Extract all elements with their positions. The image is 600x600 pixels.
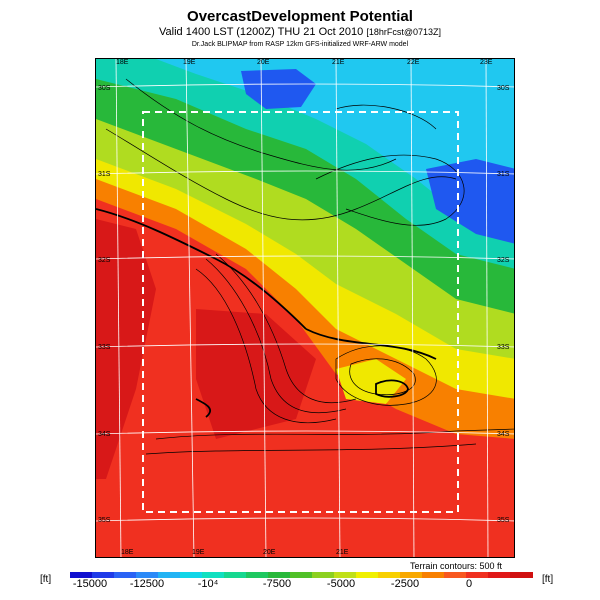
color-scale-swatch (246, 572, 269, 578)
legend-tick-label: -10⁴ (197, 578, 219, 590)
legend-tick-label: -15000 (72, 578, 108, 590)
legend-tick-label: -12500 (129, 578, 165, 590)
lon-top-label: 19E (183, 59, 196, 66)
lon-top-label: 22E (407, 59, 420, 66)
lon-bottom-label: 21E (336, 549, 349, 556)
parallel (96, 430, 514, 435)
bold-contour (195, 398, 211, 418)
color-scale-bar (70, 572, 533, 578)
inner-domain-box (142, 111, 459, 513)
contour-line (125, 78, 397, 171)
color-scale-swatch (180, 572, 203, 578)
lat-left-label: 32S (98, 257, 111, 264)
lon-bottom-label: 19E (192, 549, 205, 556)
meridian (335, 59, 341, 557)
color-scale-swatch (488, 572, 511, 578)
page-title: OvercastDevelopment Potential (187, 8, 413, 25)
lat-right-label: 34S (497, 431, 510, 438)
meridian (185, 59, 195, 557)
lat-right-label: 31S (497, 171, 510, 178)
lat-right-label: 32S (497, 257, 510, 264)
deep-red-central (196, 309, 316, 439)
terrain-contour-note: Terrain contours: 500 ft (409, 561, 502, 571)
lon-bottom-label: 20E (263, 549, 276, 556)
color-scale-swatch (202, 572, 225, 578)
legend-unit-left: [ft] (40, 574, 52, 585)
lat-right-label: 35S (497, 517, 510, 524)
color-scale-swatch (356, 572, 379, 578)
forecast-note: [18hrFcst@0713Z] (366, 27, 441, 37)
contour-line (155, 428, 514, 440)
parallel (96, 170, 514, 175)
lon-top-label: 18E (116, 59, 129, 66)
blue-patch-east (426, 159, 514, 244)
contour-line (315, 154, 465, 226)
contour-line (335, 104, 437, 130)
terrain-contours (105, 78, 514, 455)
lon-bottom-label: 18E (121, 549, 134, 556)
lon-top-label: 21E (332, 59, 345, 66)
contour-line (205, 258, 347, 413)
parallel (96, 343, 514, 348)
bold-contour-ring (375, 379, 409, 398)
color-scale-swatch (268, 572, 291, 578)
lon-top-label: 20E (257, 59, 270, 66)
legend-tick-label: -5000 (326, 578, 356, 590)
cyan-region (156, 59, 514, 239)
color-scale-swatch (422, 572, 445, 578)
contour-line (145, 443, 477, 455)
valid-time-subtitle: Valid 1400 LST (1200Z) THU 21 Oct 2010 [… (0, 26, 600, 38)
lat-left-label: 31S (98, 171, 111, 178)
valid-time-text: Valid 1400 LST (1200Z) THU 21 Oct 2010 (159, 26, 364, 38)
deep-red-west (96, 219, 156, 479)
lon-top-label: 23E (480, 59, 493, 66)
lat-left-label: 35S (98, 517, 111, 524)
lat-right-label: 33S (497, 344, 510, 351)
contour-line (195, 268, 337, 424)
legend-unit-right: [ft] (542, 574, 554, 585)
color-scale-swatch (510, 572, 533, 578)
color-scale-swatch (378, 572, 401, 578)
parallel (96, 255, 514, 260)
forecast-map: 18E 19E 20E 21E 22E 23E 30S 31S 32S 33S … (95, 58, 515, 558)
lat-left-label: 30S (98, 85, 111, 92)
color-scale-swatch (224, 572, 247, 578)
color-scale-swatch (136, 572, 159, 578)
meridian (410, 59, 415, 557)
color-scale-swatch (70, 572, 93, 578)
meridian (115, 59, 122, 557)
map-canvas (96, 59, 514, 557)
contour-ring (349, 358, 416, 395)
legend-tick-label: -7500 (262, 578, 292, 590)
bold-contour (96, 208, 307, 330)
color-scale-swatch (400, 572, 423, 578)
color-scale-swatch (158, 572, 181, 578)
blue-patch-north (241, 69, 316, 109)
meridian (485, 59, 489, 557)
lat-left-label: 34S (98, 431, 111, 438)
lat-right-label: 30S (497, 85, 510, 92)
contour-line (105, 128, 457, 221)
legend-tick-label: -2500 (390, 578, 420, 590)
color-scale-swatch (114, 572, 137, 578)
legend-tick-label: 0 (465, 578, 473, 590)
color-scale-swatch (444, 572, 467, 578)
parallel (96, 83, 514, 88)
color-scale-swatch (312, 572, 335, 578)
graticule (96, 59, 514, 557)
lat-left-label: 33S (98, 344, 111, 351)
color-scale-swatch (92, 572, 115, 578)
model-credit: Dr.Jack BLIPMAP from RASP 12km GFS-initi… (191, 41, 409, 48)
color-scale-swatch (290, 572, 313, 578)
meridian (260, 59, 267, 557)
color-scale-swatch (466, 572, 489, 578)
parallel (96, 517, 514, 522)
contour-line (215, 253, 357, 403)
yellow-pocket (336, 359, 406, 404)
color-scale-swatch (334, 572, 357, 578)
